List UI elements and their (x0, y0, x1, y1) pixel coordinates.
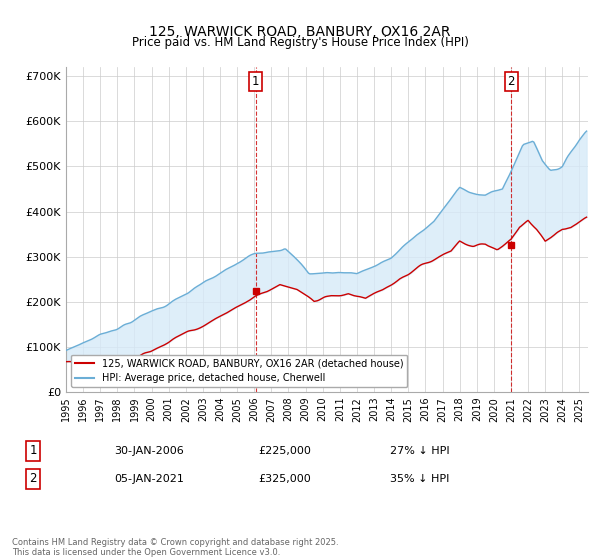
Text: 2: 2 (29, 472, 37, 486)
Text: £325,000: £325,000 (258, 474, 311, 484)
Text: 35% ↓ HPI: 35% ↓ HPI (390, 474, 449, 484)
Text: 05-JAN-2021: 05-JAN-2021 (114, 474, 184, 484)
Legend: 125, WARWICK ROAD, BANBURY, OX16 2AR (detached house), HPI: Average price, detac: 125, WARWICK ROAD, BANBURY, OX16 2AR (de… (71, 354, 407, 387)
Text: 1: 1 (252, 75, 259, 88)
Text: Contains HM Land Registry data © Crown copyright and database right 2025.
This d: Contains HM Land Registry data © Crown c… (12, 538, 338, 557)
Text: 2: 2 (508, 75, 515, 88)
Text: 1: 1 (29, 444, 37, 458)
Text: Price paid vs. HM Land Registry's House Price Index (HPI): Price paid vs. HM Land Registry's House … (131, 36, 469, 49)
Text: 27% ↓ HPI: 27% ↓ HPI (390, 446, 449, 456)
Text: 125, WARWICK ROAD, BANBURY, OX16 2AR: 125, WARWICK ROAD, BANBURY, OX16 2AR (149, 25, 451, 39)
Text: 30-JAN-2006: 30-JAN-2006 (114, 446, 184, 456)
Text: £225,000: £225,000 (258, 446, 311, 456)
